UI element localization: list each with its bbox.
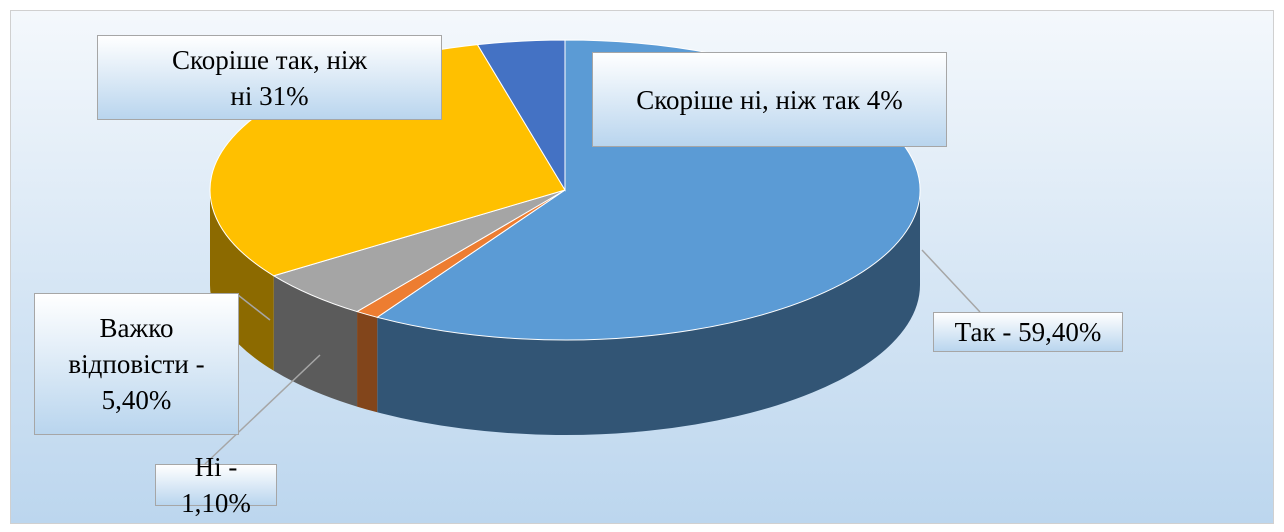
leader-line — [204, 354, 321, 465]
data-label: Скоріше ні, ніж так 4% — [592, 52, 947, 147]
data-label: Важко відповісти - 5,40% — [34, 293, 239, 435]
pie-side — [377, 190, 920, 435]
leader-line — [921, 249, 981, 313]
data-label: Скоріше так, ніж ні 31% — [97, 35, 442, 120]
pie-side — [273, 275, 358, 407]
data-label: Так - 59,40% — [933, 312, 1123, 352]
pie-side — [357, 311, 378, 413]
data-label: Ні - 1,10% — [155, 452, 277, 518]
pie-slice — [476, 39, 566, 192]
leader-line — [237, 294, 271, 321]
